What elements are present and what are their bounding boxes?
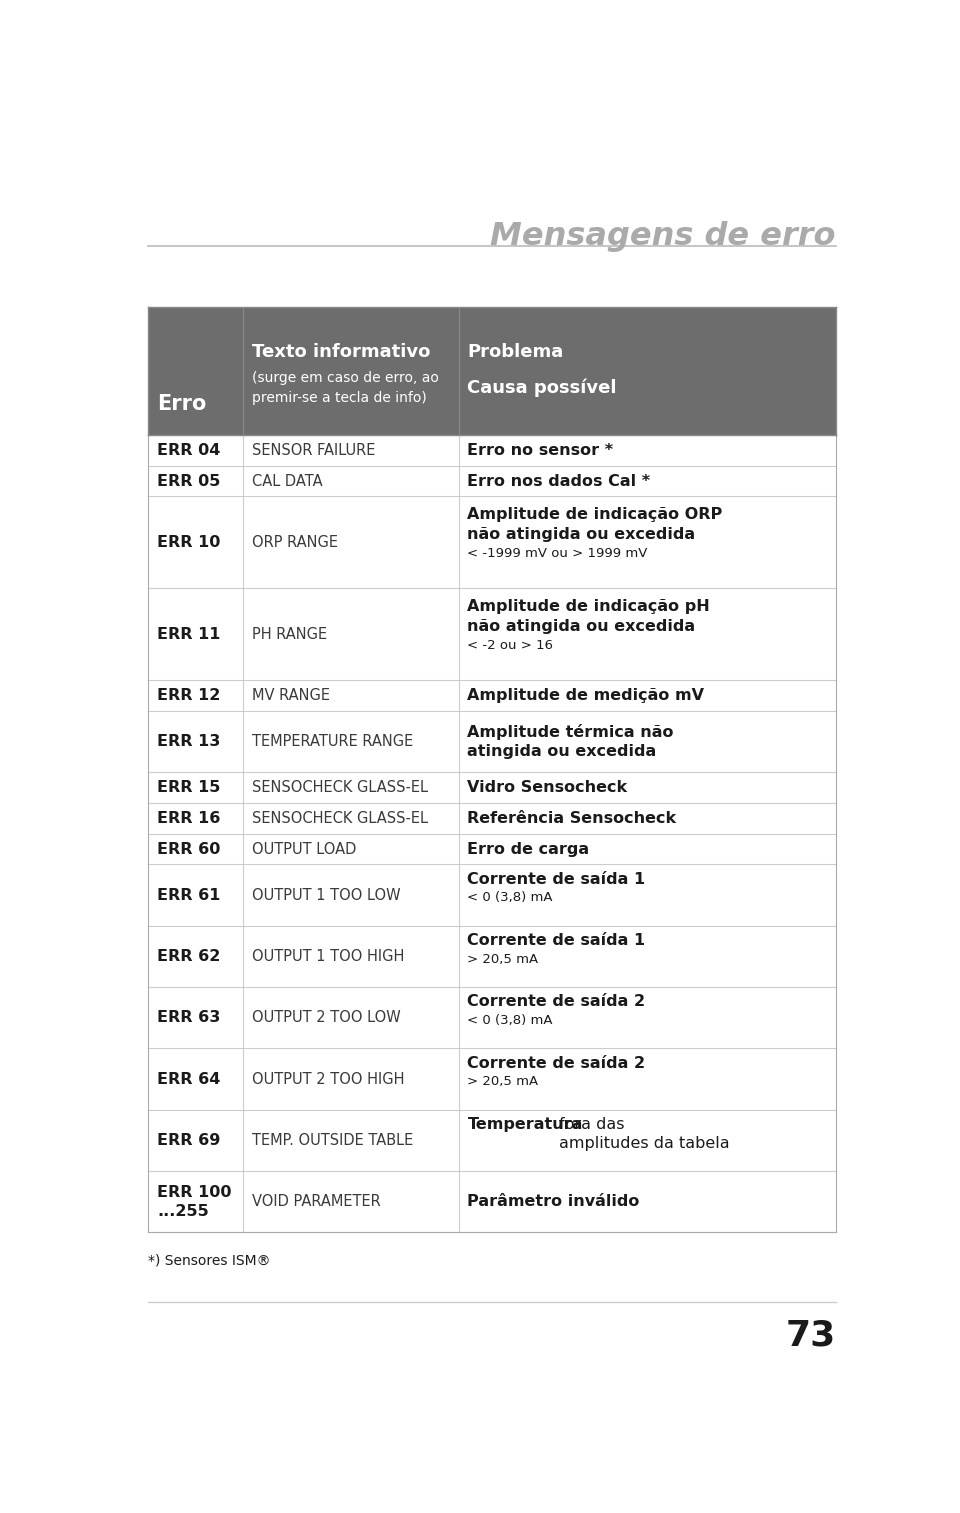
Text: TEMPERATURE RANGE: TEMPERATURE RANGE <box>252 734 413 749</box>
Text: OUTPUT LOAD: OUTPUT LOAD <box>252 841 356 856</box>
Text: ERR 62: ERR 62 <box>157 949 221 964</box>
Text: Amplitude de medição mV: Amplitude de medição mV <box>468 688 705 704</box>
Text: Parâmetro inválido: Parâmetro inválido <box>468 1194 639 1209</box>
Text: ERR 60: ERR 60 <box>157 841 221 856</box>
Text: CAL DATA: CAL DATA <box>252 474 323 489</box>
Text: ERR 64: ERR 64 <box>157 1071 221 1086</box>
Text: ERR 69: ERR 69 <box>157 1133 221 1148</box>
Text: ERR 11: ERR 11 <box>157 626 221 642</box>
Text: TEMP. OUTSIDE TABLE: TEMP. OUTSIDE TABLE <box>252 1133 413 1148</box>
Text: Erro: Erro <box>157 393 206 415</box>
Text: Erro nos dados Cal *: Erro nos dados Cal * <box>468 474 651 489</box>
Text: < 0 (3,8) mA: < 0 (3,8) mA <box>468 891 553 905</box>
Text: Corrente de saída 2: Corrente de saída 2 <box>468 994 645 1009</box>
Text: Amplitude de indicação ORP
não atingida ou excedida: Amplitude de indicação ORP não atingida … <box>468 507 723 542</box>
Text: SENSOR FAILURE: SENSOR FAILURE <box>252 443 375 458</box>
Text: Amplitude de indicação pH
não atingida ou excedida: Amplitude de indicação pH não atingida o… <box>468 599 710 634</box>
Text: < 0 (3,8) mA: < 0 (3,8) mA <box>468 1014 553 1027</box>
Text: *) Sensores ISM®: *) Sensores ISM® <box>148 1253 271 1268</box>
Text: Temperatura: Temperatura <box>468 1117 583 1132</box>
Text: ERR 13: ERR 13 <box>157 734 221 749</box>
Text: ERR 10: ERR 10 <box>157 536 221 549</box>
Text: Problema: Problema <box>468 343 564 362</box>
Text: PH RANGE: PH RANGE <box>252 626 326 642</box>
Text: VOID PARAMETER: VOID PARAMETER <box>252 1194 380 1209</box>
Text: < -2 ou > 16: < -2 ou > 16 <box>468 638 554 652</box>
Text: Erro no sensor *: Erro no sensor * <box>468 443 613 458</box>
Text: Amplitude térmica não
atingida ou excedida: Amplitude térmica não atingida ou excedi… <box>468 725 674 760</box>
Text: Causa possível: Causa possível <box>468 378 617 398</box>
Text: ORP RANGE: ORP RANGE <box>252 536 338 549</box>
Text: OUTPUT 2 TOO LOW: OUTPUT 2 TOO LOW <box>252 1011 400 1026</box>
Text: < -1999 mV ou > 1999 mV: < -1999 mV ou > 1999 mV <box>468 546 648 560</box>
Text: OUTPUT 2 TOO HIGH: OUTPUT 2 TOO HIGH <box>252 1071 404 1086</box>
Text: SENSOCHECK GLASS-EL: SENSOCHECK GLASS-EL <box>252 811 428 826</box>
Text: SENSOCHECK GLASS-EL: SENSOCHECK GLASS-EL <box>252 781 428 796</box>
Text: Referência Sensocheck: Referência Sensocheck <box>468 811 677 826</box>
Text: OUTPUT 1 TOO HIGH: OUTPUT 1 TOO HIGH <box>252 949 404 964</box>
Text: ERR 63: ERR 63 <box>157 1011 221 1026</box>
Text: OUTPUT 1 TOO LOW: OUTPUT 1 TOO LOW <box>252 888 400 903</box>
Text: 73: 73 <box>785 1319 836 1353</box>
Text: ERR 100
...255: ERR 100 ...255 <box>157 1185 231 1218</box>
Text: MV RANGE: MV RANGE <box>252 688 329 704</box>
Text: ERR 04: ERR 04 <box>157 443 221 458</box>
Text: (surge em caso de erro, ao
premir-se a tecla de info): (surge em caso de erro, ao premir-se a t… <box>252 371 439 404</box>
Text: Corrente de saída 1: Corrente de saída 1 <box>468 871 645 887</box>
Text: fora das
amplitudes da tabela: fora das amplitudes da tabela <box>559 1117 730 1151</box>
Text: Corrente de saída 2: Corrente de saída 2 <box>468 1056 645 1071</box>
Text: Erro de carga: Erro de carga <box>468 841 589 856</box>
Text: ERR 15: ERR 15 <box>157 781 221 796</box>
Text: ERR 12: ERR 12 <box>157 688 221 704</box>
Text: ERR 61: ERR 61 <box>157 888 221 903</box>
Text: Corrente de saída 1: Corrente de saída 1 <box>468 934 645 949</box>
Text: Vidro Sensocheck: Vidro Sensocheck <box>468 781 628 796</box>
Text: ERR 05: ERR 05 <box>157 474 221 489</box>
Text: Texto informativo: Texto informativo <box>252 343 430 362</box>
Text: ERR 16: ERR 16 <box>157 811 221 826</box>
Bar <box>148 307 836 436</box>
Text: > 20,5 mA: > 20,5 mA <box>468 1076 539 1088</box>
Text: Mensagens de erro: Mensagens de erro <box>491 221 836 253</box>
Text: > 20,5 mA: > 20,5 mA <box>468 953 539 965</box>
